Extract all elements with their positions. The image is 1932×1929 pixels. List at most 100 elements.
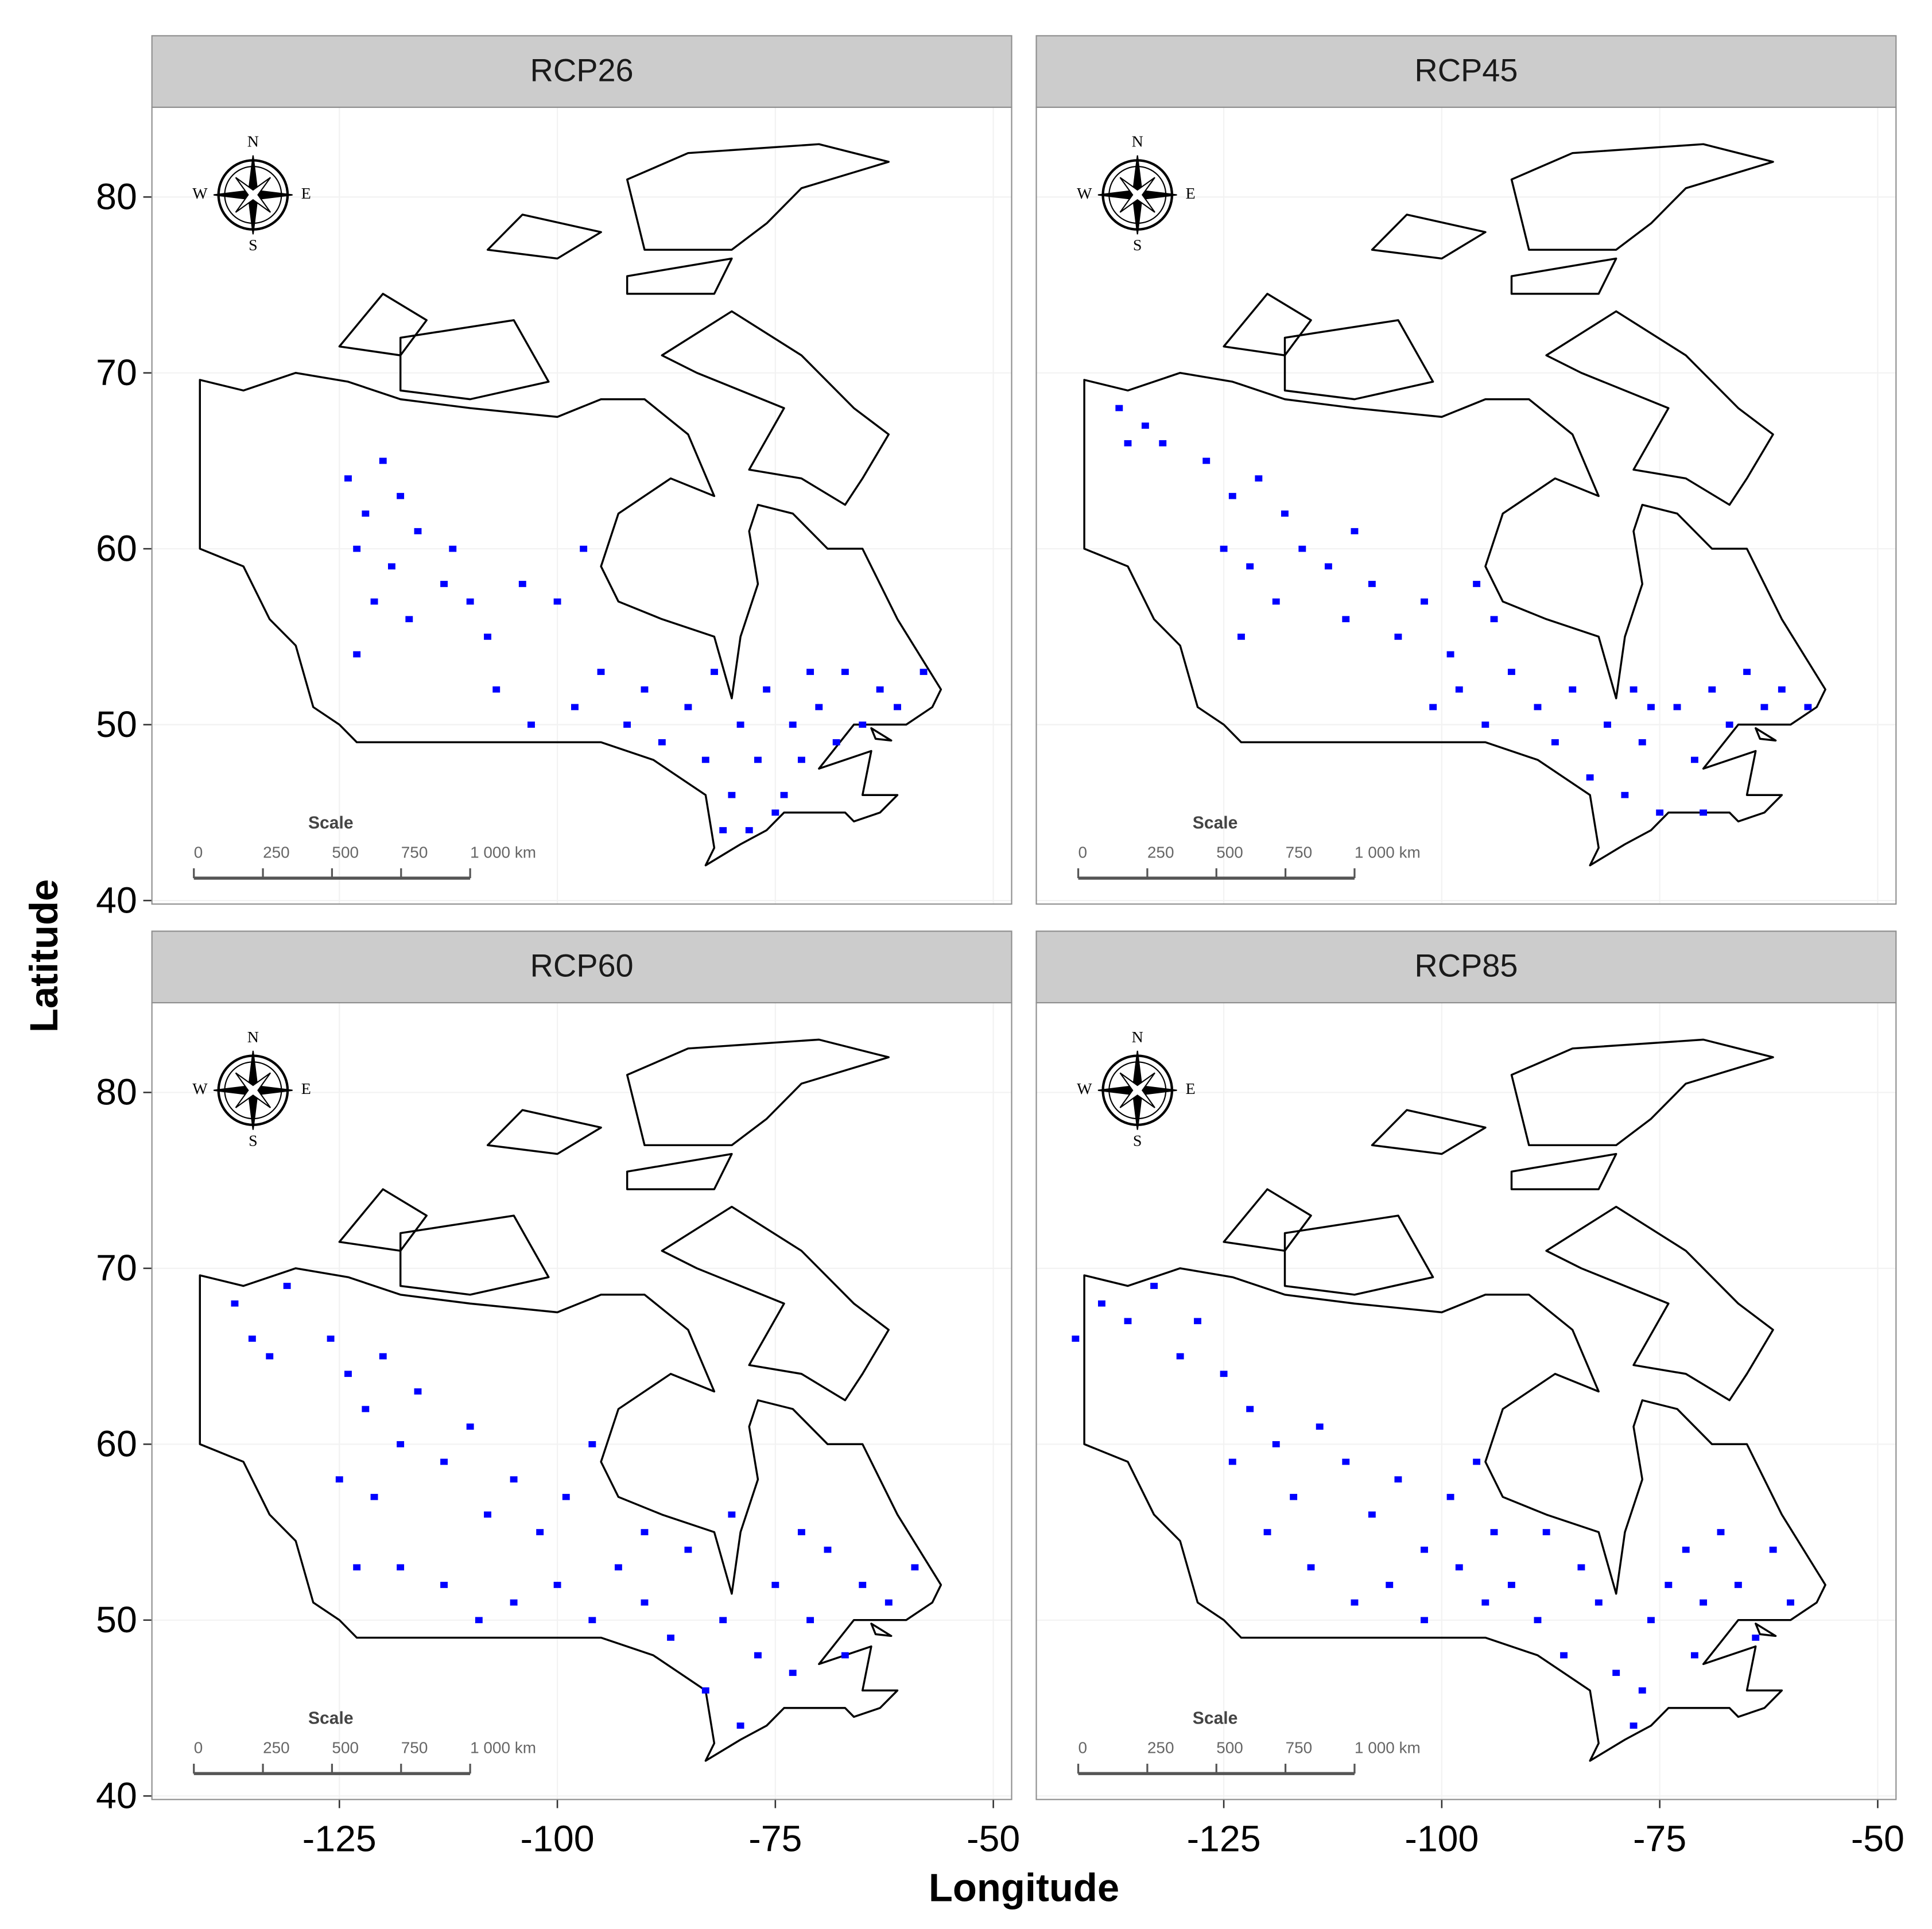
point xyxy=(283,1283,291,1289)
point xyxy=(1394,634,1402,640)
point xyxy=(1743,669,1751,676)
point xyxy=(789,721,797,728)
point xyxy=(370,598,378,605)
point xyxy=(1159,440,1167,447)
point xyxy=(1176,1353,1184,1360)
point xyxy=(1665,1582,1673,1588)
point xyxy=(736,1722,744,1729)
coastline xyxy=(1083,371,1826,867)
point xyxy=(1481,1599,1489,1606)
point xyxy=(1577,1564,1585,1571)
point xyxy=(1604,721,1611,728)
point xyxy=(719,827,727,833)
scale-label: 500 xyxy=(332,843,359,861)
compass-label: S xyxy=(249,1132,258,1150)
scale-label: 250 xyxy=(1147,843,1174,861)
point xyxy=(1560,1652,1568,1659)
point xyxy=(1656,809,1664,816)
scale-label: 250 xyxy=(263,1739,290,1757)
point xyxy=(701,1687,709,1694)
point xyxy=(894,704,901,711)
compass-label: S xyxy=(1133,1132,1142,1150)
point xyxy=(484,634,491,640)
point xyxy=(492,686,501,693)
coastline xyxy=(870,1623,893,1637)
point xyxy=(1124,1318,1132,1325)
point xyxy=(1150,1283,1158,1289)
point xyxy=(414,1388,422,1395)
scale-label: 0 xyxy=(194,843,203,861)
point xyxy=(1638,739,1646,746)
point xyxy=(1760,704,1768,711)
scale-label: 0 xyxy=(1078,1739,1088,1757)
point xyxy=(1708,686,1716,693)
map-layer xyxy=(199,1038,942,1762)
point xyxy=(1638,1687,1646,1694)
point xyxy=(1255,475,1263,482)
coastline xyxy=(626,1152,733,1190)
point xyxy=(379,1353,387,1360)
point xyxy=(1473,1458,1481,1465)
point xyxy=(1612,1670,1620,1676)
point xyxy=(789,1670,797,1676)
facet-strip xyxy=(1035,930,1897,1004)
point xyxy=(248,1336,256,1342)
map-layer xyxy=(1072,1038,1826,1762)
point xyxy=(754,756,762,763)
coastline xyxy=(1510,143,1774,251)
point xyxy=(1569,686,1577,693)
coastline xyxy=(1083,1267,1826,1762)
compass-label: W xyxy=(1077,1080,1092,1098)
point xyxy=(553,1582,561,1588)
map-layer xyxy=(199,143,942,867)
point xyxy=(736,721,744,728)
point xyxy=(397,1441,405,1447)
point xyxy=(1700,1599,1708,1606)
point xyxy=(353,1564,361,1571)
point xyxy=(553,598,561,605)
y-tick-label: 80 xyxy=(96,176,137,218)
coastline xyxy=(486,214,602,260)
point xyxy=(353,651,361,658)
point xyxy=(728,1511,736,1518)
point xyxy=(1725,721,1733,728)
point xyxy=(1307,1564,1315,1571)
point xyxy=(1141,422,1149,429)
point xyxy=(1481,721,1489,728)
coastline xyxy=(1545,1205,1774,1402)
point xyxy=(588,1441,596,1447)
point xyxy=(1446,1493,1454,1500)
point xyxy=(362,1406,370,1412)
point xyxy=(466,1423,474,1430)
coastline xyxy=(661,1205,890,1402)
scale-label: 250 xyxy=(1147,1739,1174,1757)
point xyxy=(1316,1423,1324,1430)
point xyxy=(1490,1529,1498,1535)
point xyxy=(1586,774,1594,781)
scale-label: 750 xyxy=(1286,1739,1313,1757)
y-tick-label: 40 xyxy=(96,1775,137,1817)
point xyxy=(1368,1511,1376,1518)
x-tick-label: -125 xyxy=(1187,1818,1261,1859)
facet-strip xyxy=(151,930,1012,1004)
x-tick-label: -100 xyxy=(521,1818,595,1859)
compass-label: E xyxy=(301,1080,311,1098)
coastline xyxy=(1755,727,1777,742)
compass-label: W xyxy=(192,185,208,203)
x-tick-label: -50 xyxy=(1851,1818,1904,1859)
panel: RCP45 N E S W Scale 0 250 500 750 1 000 km xyxy=(1035,35,1897,905)
scale-label: 1 000 km xyxy=(1355,843,1421,861)
point xyxy=(1237,634,1245,640)
point xyxy=(1446,651,1454,658)
plot-border xyxy=(1035,106,1897,905)
coastline xyxy=(870,727,893,742)
point xyxy=(832,739,840,746)
point xyxy=(1647,1617,1655,1624)
plot-background xyxy=(152,107,1012,905)
point xyxy=(815,704,823,711)
coastline xyxy=(1371,1109,1487,1155)
coastline xyxy=(1371,214,1487,260)
coastline xyxy=(1510,1038,1774,1147)
